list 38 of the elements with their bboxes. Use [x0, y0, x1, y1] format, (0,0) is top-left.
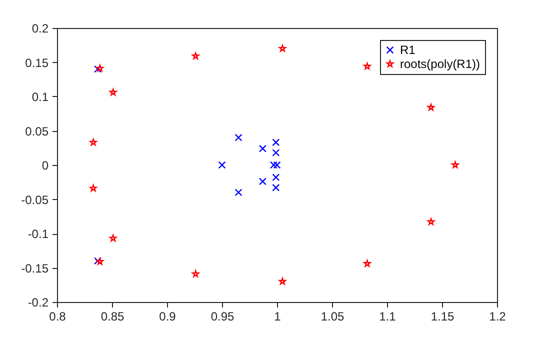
- x-tick-label: 0.9: [159, 310, 176, 324]
- y-tick-label: 0.2: [32, 22, 49, 36]
- point: [278, 278, 286, 285]
- point: [272, 148, 280, 156]
- point: [192, 52, 200, 60]
- legend-label: R1: [400, 43, 416, 57]
- x-tick-label: 0.8: [49, 310, 66, 324]
- point: [94, 65, 102, 73]
- legend-label: roots(poly(R1)): [400, 57, 480, 71]
- point: [272, 184, 280, 192]
- y-tick-label: 0.05: [25, 124, 49, 138]
- point: [94, 257, 102, 265]
- point: [258, 178, 266, 186]
- point: [96, 258, 104, 265]
- point: [278, 44, 286, 52]
- x-tick-label: 1: [274, 310, 282, 324]
- x-tick-label: 1.15: [430, 310, 454, 324]
- point: [234, 134, 242, 142]
- point: [273, 161, 281, 169]
- point: [218, 161, 226, 169]
- x-tick-label: 0.85: [100, 310, 124, 324]
- y-tick-label: -0.05: [21, 192, 49, 207]
- x-tick-label: 1.1: [379, 310, 396, 324]
- y-tick-label: 0.15: [25, 56, 49, 70]
- x-tick-label: 0.95: [210, 310, 234, 324]
- x-tick-label: 1.05: [320, 310, 344, 324]
- point: [270, 161, 278, 169]
- y-tick-label: 0: [42, 158, 49, 172]
- point: [258, 144, 266, 152]
- point: [234, 188, 242, 196]
- point: [272, 138, 280, 146]
- y-tick-label: -0.1: [28, 227, 49, 241]
- point: [427, 104, 435, 111]
- y-tick-label: -0.2: [28, 296, 49, 310]
- y-tick-label: 0.1: [32, 90, 49, 104]
- x-tick-label: 1.2: [489, 310, 506, 324]
- point: [272, 174, 280, 182]
- y-tick-label: -0.15: [21, 261, 49, 276]
